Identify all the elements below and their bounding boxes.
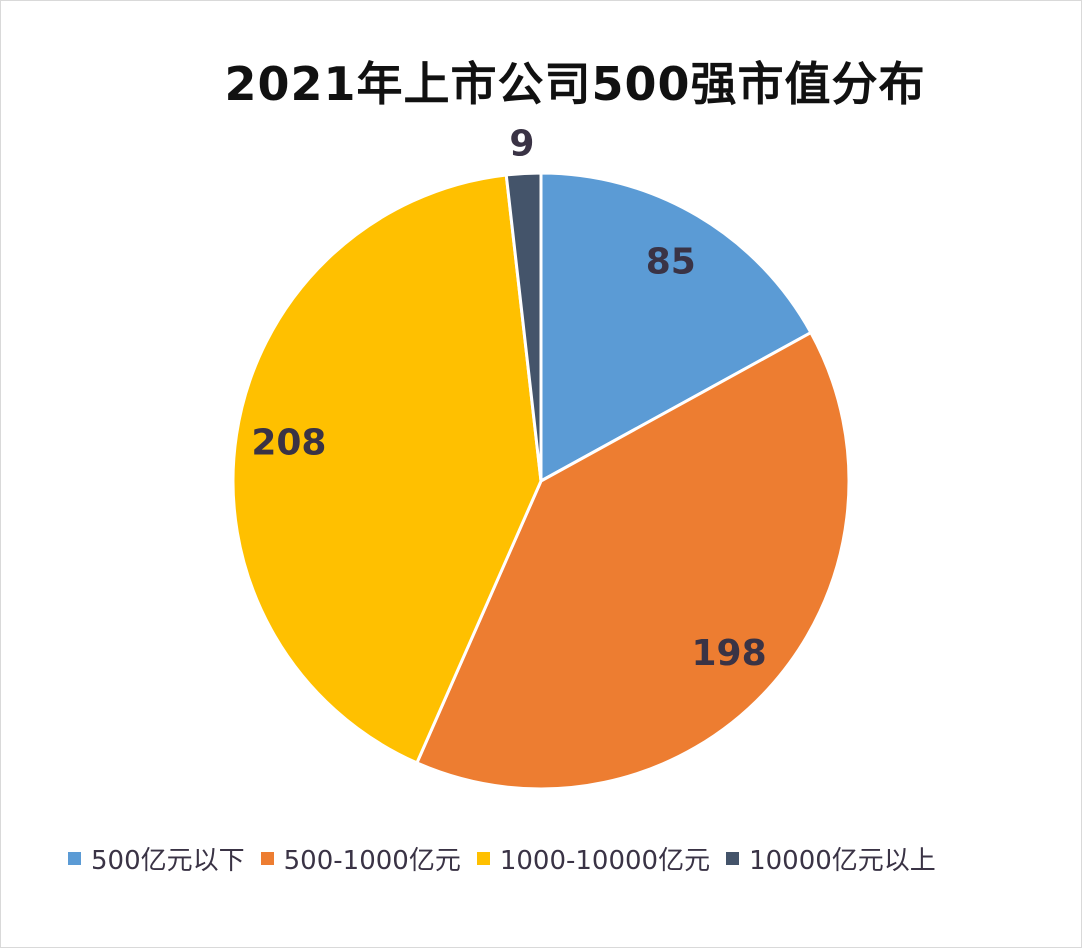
data-label: 198: [691, 633, 766, 674]
pie-slice: [539, 171, 813, 484]
legend-item: 500-1000亿元: [260, 840, 461, 877]
legend-label: 1000-10000亿元: [499, 846, 711, 876]
legend-item: 10000亿元以上: [726, 840, 936, 877]
legend-swatch: [726, 852, 740, 865]
legend-swatch: [68, 852, 81, 865]
chart-title: 2021年上市公司500强市值分布: [224, 57, 926, 111]
data-label: 208: [251, 423, 326, 464]
legend-swatch: [260, 852, 274, 865]
legend-item: 1000-10000亿元: [476, 840, 711, 877]
legend-label: 10000亿元以上: [749, 846, 936, 876]
legend-label: 500-1000亿元: [283, 846, 461, 876]
pie-slice: [504, 171, 543, 482]
legend: 500亿元以下 500-1000亿元 1000-10000亿元 10000亿元以上: [68, 840, 952, 877]
legend-label: 500亿元以下: [91, 846, 245, 876]
pie-slice: [231, 173, 543, 765]
pie-slice: [414, 330, 851, 791]
legend-item: 500亿元以下: [68, 840, 245, 877]
data-label: 85: [646, 242, 696, 283]
data-label: 9: [509, 124, 534, 165]
legend-swatch: [476, 852, 490, 865]
